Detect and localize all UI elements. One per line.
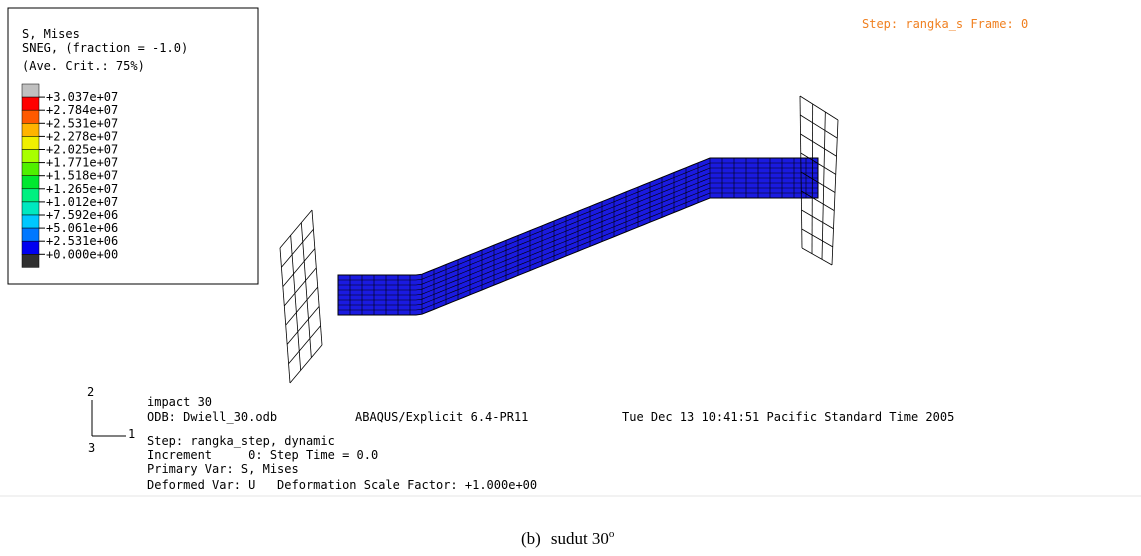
axis-label: 3 <box>88 441 95 455</box>
plate-edge <box>291 235 301 370</box>
legend-label: +3.037e+07 <box>46 90 118 104</box>
legend-swatch <box>22 136 39 149</box>
caption: (b) sudut 30o <box>521 528 615 548</box>
plate-edge <box>284 268 316 306</box>
legend-label: +0.000e+00 <box>46 247 118 261</box>
plate-edge <box>287 306 319 344</box>
legend-label: +1.012e+07 <box>46 195 118 209</box>
legend-label: +2.278e+07 <box>46 129 118 143</box>
legend-swatch <box>22 228 39 241</box>
legend-label: +1.518e+07 <box>46 169 118 183</box>
info-text: Primary Var: S, Mises <box>147 462 299 476</box>
legend-swatch <box>22 123 39 136</box>
info-text: impact 30 <box>147 395 212 409</box>
legend-swatch <box>22 202 39 215</box>
legend-swatch <box>22 189 39 202</box>
legend-swatch <box>22 176 39 189</box>
legend-swatch <box>22 97 39 110</box>
legend-swatch <box>22 163 39 176</box>
plate-edge <box>802 210 834 229</box>
plate-edge <box>289 326 321 364</box>
plate-edge <box>290 345 322 383</box>
legend-swatch <box>22 254 39 267</box>
caption-sup: o <box>609 528 615 540</box>
plate-edge <box>800 96 838 120</box>
status-text: Step: rangka_s Frame: 0 <box>862 17 1028 31</box>
info-text: Deformed Var: U Deformation Scale Factor… <box>147 478 537 492</box>
plate-edge <box>283 249 315 287</box>
legend-swatch <box>22 215 39 228</box>
legend-swatch <box>22 150 39 163</box>
axis-label: 1 <box>128 427 135 441</box>
info-text: Tue Dec 13 10:41:51 Pacific Standard Tim… <box>622 410 954 424</box>
triad: 2 1 3 <box>87 385 135 455</box>
plate-edge <box>801 134 837 156</box>
legend-title: (Ave. Crit.: 75%) <box>22 59 145 73</box>
caption-text: sudut 30 <box>551 529 609 548</box>
legend-label: +2.784e+07 <box>46 103 118 117</box>
legend-label: +2.531e+07 <box>46 116 118 130</box>
legend-label: +2.531e+06 <box>46 234 118 248</box>
legend-label: +7.592e+06 <box>46 208 118 222</box>
plate-edge <box>301 223 311 358</box>
legend-label: +1.771e+07 <box>46 156 118 170</box>
plate-edge <box>312 210 322 345</box>
plate-edge <box>800 115 837 138</box>
legend-title: S, Mises <box>22 27 80 41</box>
legend-title: SNEG, (fraction = -1.0) <box>22 41 188 55</box>
legend-label: +2.025e+07 <box>46 143 118 157</box>
info-text: ABAQUS/Explicit 6.4-PR11 <box>355 410 528 424</box>
page: S, Mises SNEG, (fraction = -1.0) (Ave. C… <box>0 0 1141 556</box>
viewport: S, Mises SNEG, (fraction = -1.0) (Ave. C… <box>0 0 1141 556</box>
legend-label: +5.061e+06 <box>46 221 118 235</box>
plate-edge <box>802 248 832 265</box>
legend-label: +1.265e+07 <box>46 182 118 196</box>
info-text: ODB: Dwiell_30.odb <box>147 410 277 424</box>
legend-swatch <box>22 84 39 97</box>
plate-edge <box>280 210 312 248</box>
axis-label: 2 <box>87 385 94 399</box>
caption-label: (b) <box>521 529 541 548</box>
plate-edge <box>281 229 313 267</box>
info-text: Increment 0: Step Time = 0.0 <box>147 448 378 462</box>
plate-edge <box>286 287 318 325</box>
legend-swatch <box>22 110 39 123</box>
plate-edge <box>280 248 290 383</box>
info-text: Step: rangka_step, dynamic <box>147 434 335 448</box>
legend-swatch <box>22 241 39 254</box>
plate-edge <box>802 229 833 247</box>
